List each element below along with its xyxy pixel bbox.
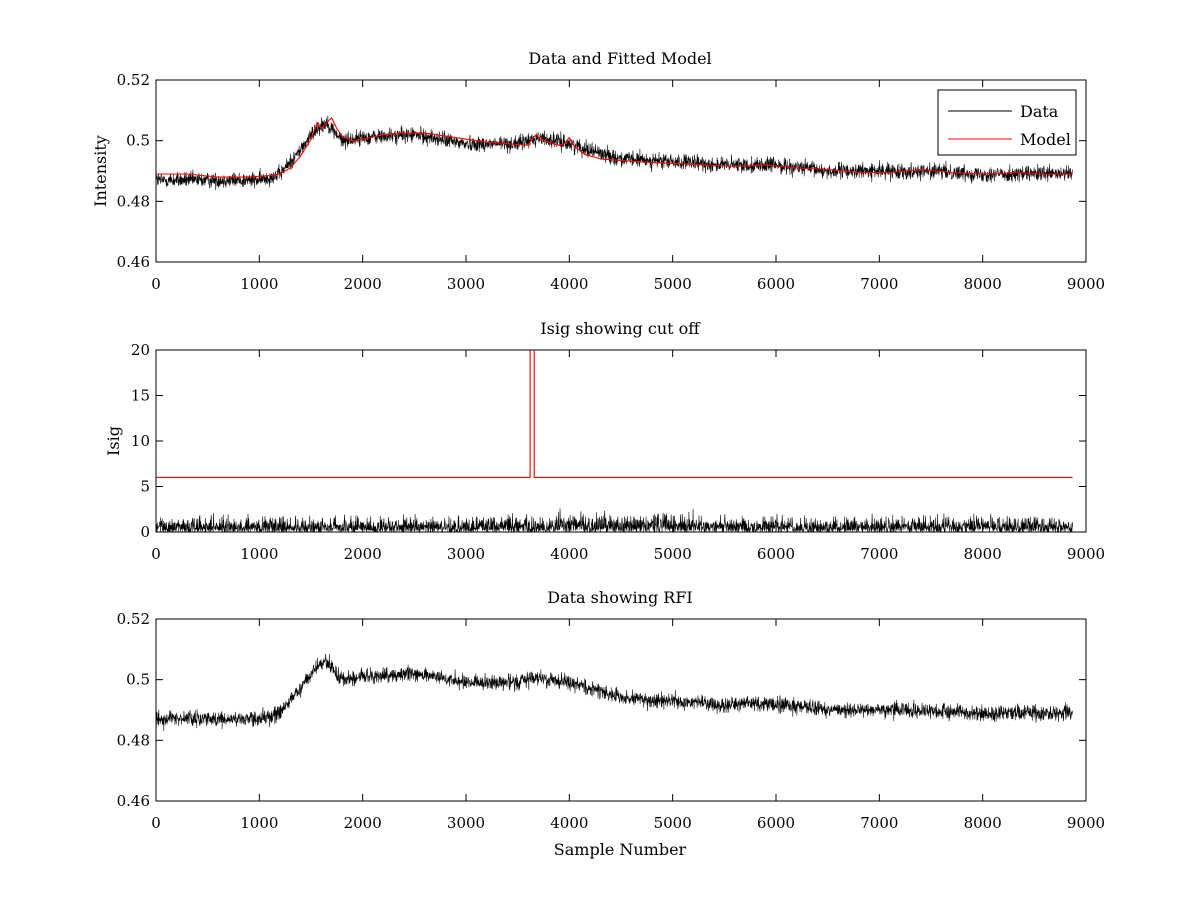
series-layer <box>155 115 1073 191</box>
legend-label-model: Model <box>1020 130 1071 149</box>
x-tick-label: 7000 <box>860 275 898 293</box>
tick-layer: 0 1000 2000 3000 4000 5000 6000 7000 8000 9000 0.4… <box>117 71 1106 293</box>
y-axis-label: Intensity <box>91 135 110 207</box>
y-tick-label: 0.5 <box>126 671 150 689</box>
legend-box <box>937 89 1077 156</box>
y-tick-label: 0 <box>140 523 150 541</box>
y-tick-label: 5 <box>140 478 150 496</box>
x-tick-label: 3000 <box>447 814 485 832</box>
series-layer <box>155 653 1073 731</box>
x-tick-label: 8000 <box>964 545 1002 563</box>
x-tick-label: 2000 <box>344 545 382 563</box>
x-tick-label: 1000 <box>240 814 278 832</box>
series-0-line <box>155 508 1073 533</box>
x-tick-label: 1000 <box>240 275 278 293</box>
y-tick-label: 0.46 <box>117 253 150 271</box>
panel-title: Data and Fitted Model <box>528 49 711 68</box>
y-tick-label: 15 <box>131 387 150 405</box>
x-tick-label: 1000 <box>240 545 278 563</box>
panel-title: Isig showing cut off <box>540 319 701 338</box>
x-tick-label: 2000 <box>344 275 382 293</box>
x-tick-label: 5000 <box>654 814 692 832</box>
plot-frame <box>155 618 1087 802</box>
y-tick-label: 20 <box>131 341 150 359</box>
x-tick-label: 0 <box>151 814 161 832</box>
y-tick-label: 10 <box>131 432 150 450</box>
panel-data-and-model: Data and Fitted Model Intensity 0 1000 200… <box>91 49 1105 293</box>
x-tick-label: 5000 <box>654 275 692 293</box>
x-tick-label: 0 <box>151 275 161 293</box>
y-tick-label: 0.5 <box>126 132 150 150</box>
y-tick-label: 0.52 <box>117 610 150 628</box>
y-tick-label: 0.52 <box>117 71 150 89</box>
x-tick-label: 8000 <box>964 275 1002 293</box>
legend: Data Model <box>937 89 1077 156</box>
x-tick-label: 6000 <box>757 545 795 563</box>
series-data-line <box>155 115 1073 191</box>
x-tick-label: 6000 <box>757 275 795 293</box>
x-tick-label: 7000 <box>860 545 898 563</box>
x-tick-label: 2000 <box>344 814 382 832</box>
panel-isig: Isig showing cut off Isig 0 1000 2000 3000 4… <box>104 319 1105 563</box>
x-tick-label: 4000 <box>550 275 588 293</box>
x-tick-label: 9000 <box>1067 545 1105 563</box>
legend-label-data: Data <box>1020 102 1059 121</box>
plot-frame <box>155 79 1087 263</box>
x-tick-label: 4000 <box>550 545 588 563</box>
y-tick-label: 0.46 <box>117 792 150 810</box>
panel-data-rfi: Data showing RFI 0 1000 2000 3000 4000 5000 60… <box>117 588 1106 859</box>
x-tick-label: 3000 <box>447 545 485 563</box>
x-tick-label: 3000 <box>447 275 485 293</box>
y-tick-label: 0.48 <box>117 192 150 210</box>
panel-title: Data showing RFI <box>547 588 692 607</box>
y-tick-label: 0.48 <box>117 731 150 749</box>
x-tick-label: 7000 <box>860 814 898 832</box>
x-tick-label: 6000 <box>757 814 795 832</box>
x-axis-label: Sample Number <box>554 840 687 859</box>
y-axis-label: Isig <box>104 426 123 456</box>
series-0-line <box>155 653 1073 731</box>
x-tick-label: 4000 <box>550 814 588 832</box>
x-tick-label: 9000 <box>1067 814 1105 832</box>
x-tick-label: 5000 <box>654 545 692 563</box>
series-model-line <box>156 117 1073 178</box>
x-tick-label: 9000 <box>1067 275 1105 293</box>
x-tick-label: 8000 <box>964 814 1002 832</box>
tick-layer: 0 1000 2000 3000 4000 5000 6000 7000 8000 9000 0.4… <box>117 610 1106 832</box>
tick-layer: 0 1000 2000 3000 4000 5000 6000 7000 8000 9000 0 5 1… <box>131 341 1105 563</box>
x-tick-label: 0 <box>151 545 161 563</box>
